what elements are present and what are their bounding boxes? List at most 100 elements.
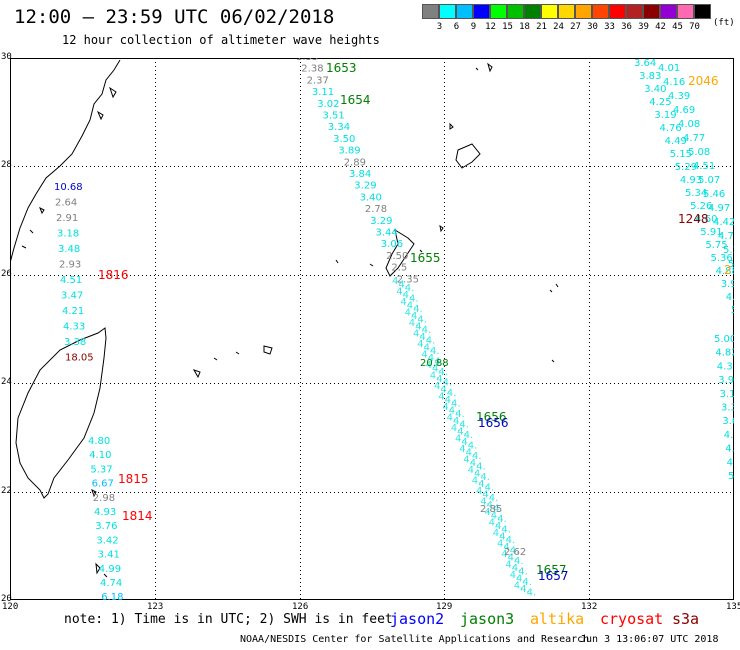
- swh-swath-mark: 4.: [426, 336, 436, 347]
- legend-tick-label: 30: [587, 22, 598, 32]
- swh-value-east-track-1: 5.15: [731, 305, 734, 316]
- swh-swath-mark: 4.: [508, 553, 518, 564]
- swh-value-east-track-1: 3.95: [721, 279, 734, 290]
- pass-time-label: 1248: [678, 212, 709, 226]
- swh-value-center-track: 1.35: [296, 58, 318, 63]
- swh-value-east-track-2: 4.01: [658, 63, 680, 74]
- swh-value-east-track-2: 4.77: [683, 133, 705, 144]
- swh-value-west-track: 4.33: [63, 322, 85, 333]
- swh-swath-mark: 4.: [411, 311, 421, 322]
- latitude-label: 22: [1, 486, 12, 496]
- swh-swath-mark: 4.: [428, 353, 438, 364]
- swh-swath-mark: 4.: [447, 388, 457, 399]
- altimeter-tracks: 10.682.642.913.183.482.934.513.474.214.3…: [54, 58, 734, 600]
- swh-value-center-track: 2.78: [365, 204, 387, 215]
- swh-swath-mark: 4.: [489, 493, 499, 504]
- swh-value-center-track: 3.34: [328, 122, 350, 133]
- page-title: 12:00 — 23:59 UTC 06/02/2018: [14, 6, 335, 28]
- swh-value-center-track: 3.29: [354, 181, 376, 192]
- swh-value-east-track-3: 3.91: [718, 375, 734, 386]
- legend-swatch: [558, 4, 575, 19]
- luzon-strait-islands: [91, 489, 108, 578]
- swh-value-east-track-1: 4.93: [680, 175, 702, 186]
- latitude-label: 28: [1, 160, 12, 170]
- legend-swatch: [456, 4, 473, 19]
- swh-value-east-track-1: 4.24: [726, 292, 734, 303]
- pass-time-label: 1657: [536, 563, 567, 577]
- swh-value-east-track-3: 4.83: [725, 444, 734, 455]
- swh-swath-mark: 4.: [474, 469, 484, 480]
- pass-time-label: 2: [724, 263, 732, 277]
- swh-swath-mark: 4.: [436, 374, 446, 385]
- swh-value-east-track-1: 5.36: [711, 253, 733, 264]
- legend-swatch: [609, 4, 626, 19]
- swh-swath-mark: 4.: [417, 315, 427, 326]
- coastlines: [10, 59, 559, 578]
- swh-value-west-track: 18.05: [65, 353, 94, 364]
- swh-value-east-track-2: 5.07: [698, 175, 720, 186]
- swh-value-west-track: 3.38: [64, 337, 86, 348]
- swh-swath-mark: 4.: [493, 528, 503, 539]
- swh-value-center-track: 2.38: [301, 64, 323, 75]
- swh-swath-mark: 4.: [512, 563, 522, 574]
- swh-swath-mark: 4.: [506, 535, 516, 546]
- swh-swath-mark: 4.: [392, 276, 402, 287]
- legend-tick-label: 12: [485, 22, 496, 32]
- swh-swath-mark: 4.: [453, 416, 463, 427]
- legend-unit: (ft): [713, 18, 735, 28]
- swh-swath-mark: 4.: [434, 357, 444, 368]
- swh-value-east-track-1: 5.91: [700, 227, 722, 238]
- footer-note: note: 1) Time is in UTC; 2) SWH is in fe…: [64, 612, 393, 627]
- swh-value-west-track: 10.68: [54, 182, 83, 193]
- swh-swath-mark: 4.: [457, 427, 467, 438]
- legend-swatch: [643, 4, 660, 19]
- swh-value-east-track-3: 5.00: [714, 334, 734, 345]
- page-subtitle: 12 hour collection of altimeter wave hei…: [62, 33, 380, 47]
- swh-value-east-track-2: 5.46: [703, 189, 725, 200]
- swh-value-east-track-2: 4.69: [673, 105, 695, 116]
- legend-swatch: [422, 4, 439, 19]
- legend-tick-label: 42: [655, 22, 666, 32]
- swh-value-diagonal-track: 2.85: [480, 504, 502, 515]
- swh-value-south-track: 4.93: [94, 507, 116, 518]
- swh-swath-mark: 4.: [470, 458, 480, 469]
- swh-swath-mark: 4.: [407, 301, 417, 312]
- swh-swath-mark: 4.: [400, 297, 410, 308]
- swh-swath-mark: 4.: [468, 465, 478, 476]
- swh-value-south-track: 4.10: [89, 450, 111, 461]
- swh-swath-mark: 4.: [434, 381, 444, 392]
- swh-swath-mark: 4.: [419, 332, 429, 343]
- legend-swatch: [592, 4, 609, 19]
- swh-value-center-track: 3.02: [317, 99, 339, 110]
- swh-swath-mark: 4.: [516, 574, 526, 585]
- longitude-label: 126: [292, 602, 309, 612]
- swh-swath-mark: 4.: [522, 577, 532, 588]
- swh-swath-mark: 4.: [440, 385, 450, 396]
- swh-value-east-track-1: 4.76: [660, 123, 682, 134]
- swh-swath-mark: 4.: [432, 364, 442, 375]
- credit-line: NOAA/NESDIS Center for Satellite Applica…: [240, 634, 590, 645]
- swh-value-south-track: 3.76: [95, 521, 117, 532]
- swh-swath-mark: 4.: [417, 339, 427, 350]
- swh-value-east-track-2: 4.79: [718, 231, 734, 242]
- wave-height-map: 10.682.642.913.183.482.934.513.474.214.3…: [10, 58, 734, 600]
- swh-swath-mark: 4.: [505, 560, 515, 571]
- swh-value-south-track: 5.37: [90, 464, 112, 475]
- longitude-label: 120: [2, 602, 19, 612]
- legend-swatch: [473, 4, 490, 19]
- swh-swath-mark: 4.: [463, 455, 473, 466]
- swh-swath-mark: 4.: [482, 490, 492, 501]
- swh-value-diagonal-track: 20.88: [420, 358, 449, 369]
- pass-time-label: 1656: [478, 416, 509, 430]
- pass-time-label: 1814: [122, 509, 153, 523]
- swh-value-east-track-3: 3.65: [722, 416, 734, 427]
- legend-swatch: [677, 4, 694, 19]
- swh-swath-mark: 4.: [430, 371, 440, 382]
- swh-value-east-track-2: 4.16: [663, 77, 685, 88]
- swh-swath-mark: 4.: [497, 514, 507, 525]
- legend-tick-label: 24: [553, 22, 564, 32]
- swh-swath-mark: 4.: [422, 325, 432, 336]
- swh-swath-mark: 4.: [398, 280, 408, 291]
- swh-swath-mark: 4.: [514, 556, 524, 567]
